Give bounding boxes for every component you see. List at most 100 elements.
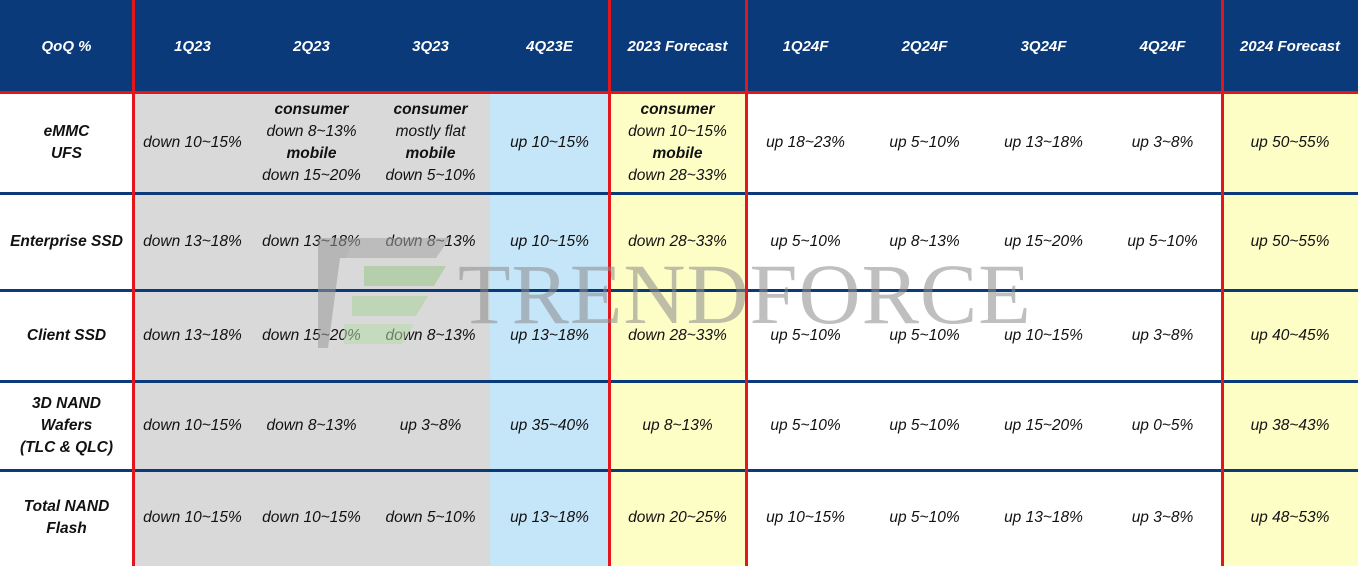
table-cell: down 28~33% — [609, 290, 746, 381]
table-cell: consumer mostly flat mobile down 5~10% — [371, 92, 490, 193]
cell-value: down 8~13% — [385, 232, 476, 250]
column-divider — [608, 0, 611, 566]
table-cell: up 3~8% — [1103, 92, 1222, 193]
cell-value: up 5~10% — [770, 326, 841, 344]
column-header: 2023 Forecast — [627, 37, 728, 55]
cell-value: up 10~15% — [510, 133, 589, 151]
row-label: 3D NAND Wafers (TLC & QLC) — [0, 381, 133, 470]
cell-value: up 5~10% — [770, 232, 841, 250]
cell-value: up 50~55% — [1250, 232, 1330, 250]
row-divider — [0, 192, 1358, 195]
cell-value: up 0~5% — [1131, 416, 1194, 434]
table-cell: down 8~13% — [371, 193, 490, 290]
table-cell: down 5~10% — [371, 470, 490, 566]
cell-value: up 18~23% — [766, 133, 845, 151]
table-cell: up 38~43% — [1222, 381, 1358, 470]
row-label: Client SSD — [0, 290, 133, 381]
table-cell: up 10~15% — [490, 92, 609, 193]
row-label-line: Total NAND — [23, 498, 110, 515]
table-cell: up 5~10% — [746, 290, 865, 381]
table-cell: up 5~10% — [1103, 193, 1222, 290]
cell-value: down 28~33% — [628, 166, 727, 184]
column-header: 2Q24F — [901, 37, 948, 55]
column-divider — [132, 0, 135, 566]
cell-value: down 13~18% — [143, 232, 242, 250]
cell-segment-label: mobile — [405, 144, 456, 162]
cell-value: down 13~18% — [262, 232, 361, 250]
cell-value: up 5~10% — [889, 416, 960, 434]
cell-segment-label: mobile — [652, 144, 703, 162]
cell-value: up 10~15% — [1004, 326, 1083, 344]
table-cell: up 13~18% — [490, 470, 609, 566]
column-fill-gray — [133, 92, 252, 566]
table-cell: up 5~10% — [865, 290, 984, 381]
column-fill-yellow — [1222, 92, 1358, 566]
row-label-line: 3D NAND — [32, 394, 101, 412]
cell-value: up 3~8% — [399, 416, 462, 434]
cell-value: down 5~10% — [385, 166, 476, 184]
column-fill-yellow — [609, 92, 746, 566]
row-label: eMMC UFS — [0, 92, 133, 193]
table-cell: up 0~5% — [1103, 381, 1222, 470]
table-cell: up 35~40% — [490, 381, 609, 470]
cell-value: up 40~45% — [1250, 326, 1330, 344]
table-cell: up 5~10% — [746, 193, 865, 290]
table-cell: up 13~18% — [490, 290, 609, 381]
table-cell: down 8~13% — [252, 381, 371, 470]
table-cell: consumer down 8~13% mobile down 15~20% — [252, 92, 371, 193]
cell-value: up 5~10% — [770, 416, 841, 434]
table-cell: up 50~55% — [1222, 92, 1358, 193]
table-cell: up 13~18% — [984, 470, 1103, 566]
table-cell: up 5~10% — [865, 381, 984, 470]
table-cell: consumer down 10~15% mobile down 28~33% — [609, 92, 746, 193]
row-label-line: Wafers — [40, 416, 93, 434]
cell-value: down 10~15% — [143, 133, 242, 151]
table-cell: up 3~8% — [371, 381, 490, 470]
cell-value: up 10~15% — [510, 232, 589, 250]
cell-value: up 13~18% — [1004, 133, 1083, 151]
cell-value: down 10~15% — [262, 509, 361, 526]
column-header: 4Q24F — [1139, 37, 1186, 55]
column-fill-blue — [490, 92, 609, 566]
table-cell: up 10~15% — [490, 193, 609, 290]
table-cell: up 15~20% — [984, 381, 1103, 470]
table-cell: up 10~15% — [746, 470, 865, 566]
cell-value: up 3~8% — [1131, 326, 1194, 344]
table-cell: up 50~55% — [1222, 193, 1358, 290]
column-divider — [745, 0, 748, 566]
row-divider — [0, 380, 1358, 383]
cell-value: up 13~18% — [510, 509, 589, 526]
table-cell: down 8~13% — [371, 290, 490, 381]
table-cell: up 15~20% — [984, 193, 1103, 290]
cell-value: up 48~53% — [1250, 509, 1330, 526]
table-cell: up 3~8% — [1103, 470, 1222, 566]
column-header: 3Q23 — [412, 37, 449, 55]
table-cell: down 28~33% — [609, 193, 746, 290]
column-header: 4Q23E — [526, 37, 573, 55]
cell-value: down 28~33% — [628, 232, 727, 250]
cell-value: up 5~10% — [1127, 232, 1198, 250]
cell-value: down 28~33% — [628, 326, 727, 344]
column-header: 2Q23 — [293, 37, 330, 55]
cell-segment-label: consumer — [393, 100, 468, 118]
cell-value: up 13~18% — [1004, 509, 1083, 526]
cell-value: up 5~10% — [889, 326, 960, 344]
cell-value: up 5~10% — [889, 133, 960, 151]
table-cell: up 5~10% — [865, 470, 984, 566]
table-cell: down 15~20% — [252, 290, 371, 381]
row-divider — [0, 469, 1358, 472]
cell-value: up 5~10% — [889, 509, 960, 526]
cell-value: down 10~15% — [143, 416, 242, 434]
cell-value: down 5~10% — [385, 509, 476, 526]
row-divider — [0, 289, 1358, 292]
row-label-line: eMMC — [43, 122, 90, 140]
cell-value: up 8~13% — [889, 232, 960, 250]
cell-segment-label: consumer — [274, 100, 349, 118]
table-cell: up 8~13% — [865, 193, 984, 290]
header-background — [0, 0, 1358, 92]
cell-value: mostly flat — [395, 122, 466, 140]
table-cell: up 5~10% — [746, 381, 865, 470]
cell-value: up 38~43% — [1250, 416, 1330, 434]
table-cell: down 13~18% — [133, 290, 252, 381]
table-cell: up 48~53% — [1222, 470, 1358, 566]
